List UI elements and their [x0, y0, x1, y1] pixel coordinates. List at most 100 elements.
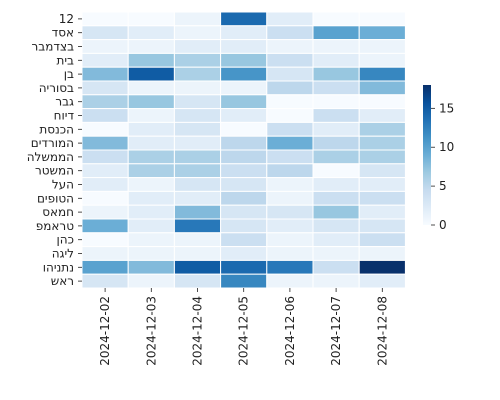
heatmap-cell [127, 218, 175, 234]
heatmap-cell [358, 218, 406, 234]
heatmap-cell [266, 218, 314, 234]
heatmap-cell [173, 108, 222, 123]
heatmap-cell [127, 11, 175, 27]
heatmap-cell [266, 108, 314, 123]
heatmap-cell [127, 190, 175, 206]
x-tick-label: 2024-12-06 [283, 296, 297, 366]
heatmap-cell [81, 204, 129, 220]
heatmap-cell [358, 80, 406, 96]
heatmap-cell [266, 246, 314, 261]
y-axis-labels: 12אסדבצדמברביתבןבסוריהגברדיוחהכנסתהמורדי… [27, 12, 82, 288]
y-tick-label: דיוח [54, 109, 75, 123]
heatmap-cell [266, 232, 314, 248]
heatmap-cell [220, 11, 268, 27]
heatmap-cell [220, 66, 268, 82]
heatmap-cell [358, 135, 406, 151]
heatmap-cell [173, 52, 222, 68]
heatmap-cell [220, 135, 268, 151]
heatmap-cell [173, 66, 222, 82]
heatmap-cell [127, 259, 175, 275]
heatmap-cell [266, 190, 314, 206]
heatmap-cell [127, 39, 175, 54]
heatmap-cell [173, 121, 222, 137]
heatmap-cell [81, 11, 129, 27]
heatmap-cell [173, 204, 222, 220]
heatmap-cell [81, 52, 129, 68]
heatmap-cell [312, 190, 360, 206]
heatmap-cell [312, 149, 360, 165]
heatmap-cell [220, 259, 268, 275]
heatmap-cell [220, 190, 268, 206]
heatmap-cell [220, 80, 268, 96]
x-tick-label: 2024-12-03 [144, 296, 158, 366]
heatmap-cell [173, 94, 222, 110]
x-tick-label: 2024-12-02 [98, 296, 112, 366]
heatmap-cell [127, 94, 175, 110]
y-tick-label: גבר [55, 95, 74, 109]
colorbar-tick-label: 5 [439, 179, 447, 193]
heatmap-cell [266, 149, 314, 165]
heatmap-cell [173, 232, 222, 248]
y-tick-label: ליגה [52, 247, 74, 261]
heatmap-cell [312, 204, 360, 220]
heatmap-cell [266, 39, 314, 54]
heatmap-cell [127, 246, 175, 261]
heatmap-cell [81, 259, 129, 275]
heatmap-cell [173, 135, 222, 151]
heatmap-cell [220, 177, 268, 192]
y-tick-label: בצדמבר [32, 40, 75, 54]
heatmap-cell [358, 232, 406, 248]
heatmap-cell [358, 149, 406, 165]
heatmap-cell [312, 232, 360, 248]
heatmap-cell [266, 94, 314, 110]
heatmap-cell [173, 246, 222, 261]
y-tick-label: הכנסת [39, 122, 74, 136]
heatmap-cell [127, 204, 175, 220]
heatmap-cell [312, 259, 360, 275]
heatmap-cell [173, 39, 222, 54]
heatmap-cell [220, 108, 268, 123]
heatmap-cell [81, 80, 129, 96]
heatmap-cell [81, 246, 129, 261]
y-tick-label: בית [56, 53, 74, 67]
heatmap-cell [312, 39, 360, 54]
heatmap-cell [220, 94, 268, 110]
heatmap-cell [173, 190, 222, 206]
heatmap-cell [358, 94, 406, 110]
heatmap-cell [220, 246, 268, 261]
x-tick-label: 2024-12-05 [237, 296, 251, 366]
heatmap-cell [358, 259, 406, 275]
heatmap-cell [127, 80, 175, 96]
heatmap-cell [358, 204, 406, 220]
heatmap-cell [81, 177, 129, 192]
heatmap-cell [81, 149, 129, 165]
y-tick-label: כהן [57, 233, 74, 247]
heatmap-cell [312, 25, 360, 41]
heatmap-cell [358, 108, 406, 123]
heatmap-cell [312, 218, 360, 234]
heatmap-cell [358, 273, 406, 289]
y-tick-label: חמאס [42, 205, 74, 219]
heatmap-cell [81, 39, 129, 54]
heatmap-cell [266, 11, 314, 27]
heatmap-cell [127, 232, 175, 248]
x-axis-labels: 2024-12-02 2024-12-03 2024-12-04 2024-12-05… [98, 288, 389, 366]
heatmap-cell [312, 121, 360, 137]
heatmap-cell [266, 80, 314, 96]
heatmap-cell [266, 163, 314, 179]
heatmap-cell [81, 218, 129, 234]
heatmap-cell [312, 177, 360, 192]
y-tick-label: המשטר [35, 164, 74, 178]
colorbar: 0 5 10 15 [423, 85, 454, 232]
heatmap-cell [266, 135, 314, 151]
y-tick-label: טראמפ [36, 219, 74, 233]
heatmap-cell [266, 121, 314, 137]
heatmap-cell [81, 163, 129, 179]
y-tick-label: הממשלה [27, 150, 74, 164]
heatmap-cell [220, 39, 268, 54]
heatmap-cell [266, 66, 314, 82]
heatmap-cell [312, 246, 360, 261]
heatmap-cell [266, 177, 314, 192]
heatmap-cell [127, 52, 175, 68]
heatmap-cell [127, 149, 175, 165]
